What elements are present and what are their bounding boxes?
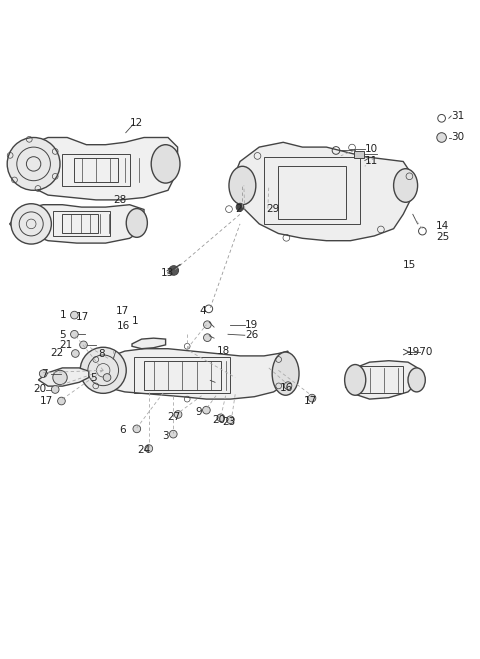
Circle shape [284, 382, 292, 389]
Circle shape [169, 430, 177, 438]
Circle shape [133, 425, 141, 433]
Text: 5: 5 [90, 374, 97, 384]
Circle shape [71, 330, 78, 338]
Circle shape [437, 132, 446, 142]
Circle shape [39, 370, 47, 378]
Ellipse shape [345, 364, 366, 395]
Ellipse shape [7, 138, 60, 190]
Circle shape [203, 407, 210, 414]
Text: 3: 3 [162, 431, 169, 441]
Circle shape [227, 416, 234, 424]
Circle shape [169, 266, 179, 275]
Circle shape [145, 445, 153, 452]
Text: 17: 17 [115, 306, 129, 316]
Text: 1: 1 [60, 310, 66, 320]
Circle shape [72, 350, 79, 357]
Text: 10: 10 [365, 144, 378, 154]
Text: 31: 31 [451, 111, 465, 121]
Text: 12: 12 [130, 118, 143, 128]
Circle shape [51, 386, 59, 393]
Text: 24: 24 [137, 445, 150, 455]
Ellipse shape [126, 208, 147, 237]
Circle shape [174, 411, 182, 418]
PathPatch shape [91, 349, 288, 399]
Text: 16: 16 [116, 321, 130, 331]
Text: 27: 27 [167, 412, 180, 422]
Circle shape [80, 341, 87, 349]
Circle shape [204, 334, 211, 341]
Text: 8: 8 [98, 349, 105, 359]
Text: 25: 25 [436, 233, 449, 243]
Ellipse shape [151, 145, 180, 183]
Bar [358, 366, 403, 393]
Text: 20: 20 [33, 384, 46, 395]
Text: 14: 14 [436, 221, 449, 231]
Text: 6: 6 [119, 425, 126, 436]
Text: 30: 30 [451, 132, 464, 142]
PathPatch shape [132, 338, 166, 349]
Text: 17: 17 [39, 397, 53, 407]
Text: 18: 18 [217, 346, 230, 356]
Circle shape [308, 394, 316, 402]
Ellipse shape [229, 166, 256, 205]
Text: 23: 23 [222, 416, 235, 426]
Text: 11: 11 [365, 156, 378, 165]
Bar [74, 158, 118, 182]
Text: 20: 20 [212, 415, 225, 425]
Bar [278, 166, 346, 219]
Circle shape [103, 374, 111, 382]
Text: 16: 16 [279, 383, 293, 393]
Text: 19: 19 [245, 320, 258, 330]
Bar [53, 211, 110, 236]
Text: 29: 29 [266, 204, 280, 214]
Ellipse shape [394, 169, 418, 202]
PathPatch shape [38, 368, 89, 386]
Circle shape [53, 370, 67, 385]
Text: 28: 28 [113, 195, 126, 205]
PathPatch shape [230, 142, 413, 241]
Bar [62, 214, 98, 233]
Ellipse shape [11, 204, 51, 244]
Text: 1970: 1970 [407, 347, 433, 357]
Text: 17: 17 [303, 395, 317, 405]
Circle shape [217, 414, 225, 422]
Ellipse shape [408, 368, 425, 392]
Text: 13: 13 [161, 268, 174, 278]
Bar [144, 360, 221, 389]
Text: 1: 1 [132, 316, 138, 326]
Text: 22: 22 [50, 349, 64, 358]
Bar [264, 157, 360, 224]
Circle shape [71, 311, 78, 319]
Text: 9: 9 [196, 407, 203, 417]
Text: 21: 21 [60, 340, 73, 350]
Ellipse shape [272, 352, 299, 395]
Circle shape [58, 397, 65, 405]
PathPatch shape [10, 205, 144, 243]
Circle shape [204, 321, 211, 329]
Circle shape [236, 203, 244, 211]
Text: 4: 4 [199, 306, 206, 316]
Bar [62, 154, 130, 185]
Text: 15: 15 [403, 260, 417, 270]
PathPatch shape [346, 360, 418, 399]
Bar [134, 357, 230, 393]
Text: 17: 17 [76, 312, 89, 322]
Text: 5: 5 [60, 330, 66, 340]
Text: 2: 2 [235, 204, 242, 214]
PathPatch shape [10, 138, 178, 200]
Text: 26: 26 [245, 330, 258, 340]
Bar [354, 151, 364, 158]
Ellipse shape [80, 347, 126, 393]
Text: 7: 7 [41, 368, 48, 379]
